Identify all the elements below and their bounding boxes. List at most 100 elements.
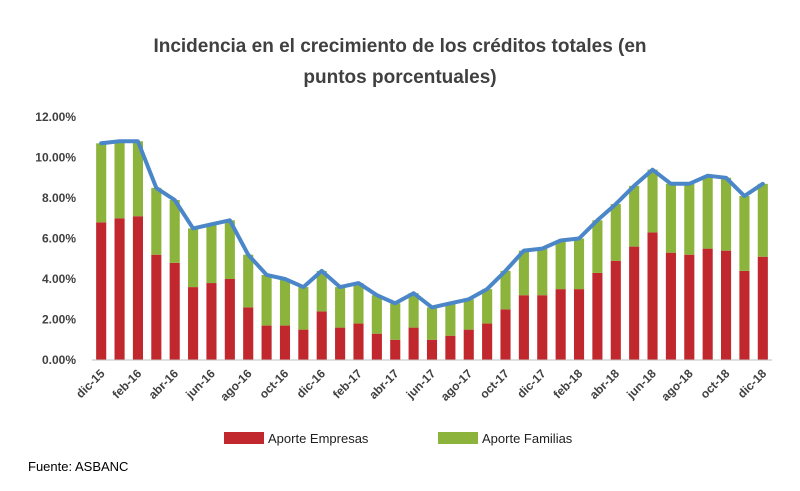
bar-empresas (279, 325, 291, 360)
bar-empresas (224, 279, 235, 360)
bar-empresas (721, 250, 732, 360)
y-tick-label: 8.00% (42, 191, 76, 205)
bar-familias (665, 183, 676, 253)
bar-familias (114, 141, 125, 219)
bars (96, 141, 768, 360)
bar-empresas (371, 333, 382, 360)
x-tick-label: oct-16 (256, 366, 291, 401)
x-tick-label: feb-18 (550, 366, 585, 401)
bar-empresas (169, 262, 180, 360)
bar-empresas (243, 307, 254, 360)
bar-empresas (151, 254, 162, 360)
bar-familias (279, 279, 291, 326)
x-tick-label: ago-18 (658, 366, 695, 403)
bar-empresas (132, 216, 143, 360)
bar-familias (261, 274, 272, 326)
bar-familias (610, 204, 621, 261)
bar-familias (518, 250, 529, 296)
bar-familias (500, 270, 511, 310)
bar-familias (702, 175, 713, 249)
x-tick-label: oct-18 (698, 366, 733, 401)
bar-familias (647, 169, 658, 233)
bar-empresas (426, 339, 438, 360)
x-tick-label: jun-16 (182, 366, 218, 402)
bar-familias (721, 177, 732, 251)
bar-empresas (518, 295, 529, 360)
legend: Aporte Empresas Aporte Familias (224, 431, 573, 446)
x-tick-label: ago-17 (438, 366, 475, 403)
total-line (99, 139, 765, 310)
x-tick-label: ago-16 (217, 366, 254, 403)
bar-familias (482, 289, 493, 324)
bar-empresas (684, 254, 695, 360)
bar-empresas (298, 329, 309, 360)
x-tick-label: oct-17 (477, 366, 512, 401)
bar-empresas (261, 325, 272, 360)
y-tick-label: 4.00% (42, 272, 76, 286)
bar-empresas (445, 335, 456, 360)
bar-empresas (408, 327, 419, 360)
bar-familias (390, 303, 401, 340)
bar-familias (463, 299, 474, 330)
legend-swatch-familias (438, 432, 478, 444)
bar-empresas (390, 339, 401, 360)
bar-empresas (463, 329, 474, 360)
bar-empresas (702, 248, 713, 360)
x-tick-label: feb-16 (109, 366, 144, 401)
bar-empresas (555, 289, 566, 360)
legend-label-familias: Aporte Familias (482, 431, 573, 446)
bar-empresas (665, 252, 676, 360)
x-tick-label: jun-17 (403, 366, 439, 402)
bar-familias (739, 195, 750, 271)
x-tick-label: abr-17 (366, 366, 402, 402)
y-tick-label: 2.00% (42, 313, 76, 327)
bar-empresas (188, 287, 199, 360)
x-tick-label: jun-18 (623, 366, 659, 402)
bar-empresas (114, 218, 125, 360)
legend-label-empresas: Aporte Empresas (268, 431, 369, 446)
bar-familias (151, 187, 162, 255)
bar-empresas (316, 311, 327, 360)
bar-familias (757, 183, 768, 257)
bar-familias (206, 224, 217, 284)
y-tick-label: 12.00% (35, 110, 76, 124)
bar-empresas (206, 283, 217, 360)
bar-familias (316, 270, 327, 312)
bar-familias (573, 238, 585, 290)
bar-familias (684, 183, 695, 255)
bar-empresas (537, 295, 548, 360)
bar-empresas (757, 256, 768, 360)
chart-title-line-1: Incidencia en el crecimiento de los créd… (153, 36, 646, 57)
bar-empresas (335, 327, 346, 360)
bar-familias (629, 185, 640, 247)
bar-familias (188, 228, 199, 288)
bar-empresas (353, 323, 364, 360)
bar-familias (132, 141, 143, 217)
bar-empresas (573, 289, 585, 360)
bar-empresas (500, 309, 511, 360)
bar-empresas (629, 246, 640, 360)
x-tick-label: abr-18 (587, 366, 623, 402)
bar-empresas (482, 323, 493, 360)
x-tick-label: dic-15 (73, 366, 108, 401)
bar-familias (537, 248, 548, 296)
bar-familias (426, 307, 438, 340)
bar-familias (555, 240, 566, 290)
y-tick-label: 10.00% (35, 151, 76, 165)
x-tick-label: abr-16 (146, 366, 182, 402)
x-tick-label: dic-18 (735, 366, 770, 401)
chart-title-line-2: puntos porcentuales) (303, 67, 496, 88)
y-axis-ticks: 0.00% 2.00% 4.00% 6.00% 8.00% 10.00% 12.00% (35, 110, 76, 367)
y-tick-label: 6.00% (42, 232, 76, 246)
bar-empresas (592, 272, 603, 360)
x-tick-label: feb-17 (330, 366, 365, 401)
bar-familias (371, 295, 382, 334)
bar-empresas (739, 270, 750, 360)
x-tick-label: dic-16 (294, 366, 329, 401)
bar-empresas (610, 260, 621, 360)
x-tick-label: dic-17 (514, 366, 549, 401)
bar-familias (298, 287, 309, 330)
legend-swatch-empresas (224, 432, 264, 444)
bar-familias (353, 283, 364, 324)
